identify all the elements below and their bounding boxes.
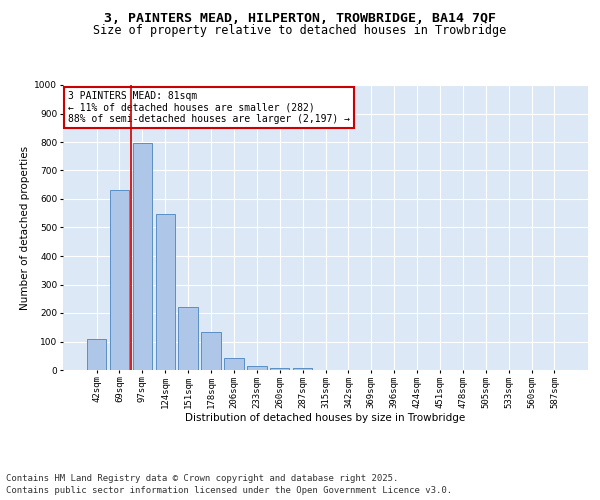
Text: 3 PAINTERS MEAD: 81sqm
← 11% of detached houses are smaller (282)
88% of semi-de: 3 PAINTERS MEAD: 81sqm ← 11% of detached… [68, 90, 350, 124]
Bar [178, 308, 198, 370]
Bar [247, 366, 266, 370]
Text: 3, PAINTERS MEAD, HILPERTON, TROWBRIDGE, BA14 7QF: 3, PAINTERS MEAD, HILPERTON, TROWBRIDGE,… [104, 12, 496, 26]
Bar [87, 338, 106, 370]
Bar [110, 190, 129, 370]
Bar [293, 368, 313, 370]
Text: Size of property relative to detached houses in Trowbridge: Size of property relative to detached ho… [94, 24, 506, 37]
Text: Contains HM Land Registry data © Crown copyright and database right 2025.: Contains HM Land Registry data © Crown c… [6, 474, 398, 483]
X-axis label: Distribution of detached houses by size in Trowbridge: Distribution of detached houses by size … [185, 414, 466, 424]
Bar [202, 332, 221, 370]
Bar [224, 358, 244, 370]
Text: Contains public sector information licensed under the Open Government Licence v3: Contains public sector information licen… [6, 486, 452, 495]
Y-axis label: Number of detached properties: Number of detached properties [20, 146, 30, 310]
Bar [270, 368, 289, 370]
Bar [155, 214, 175, 370]
Bar [133, 144, 152, 370]
